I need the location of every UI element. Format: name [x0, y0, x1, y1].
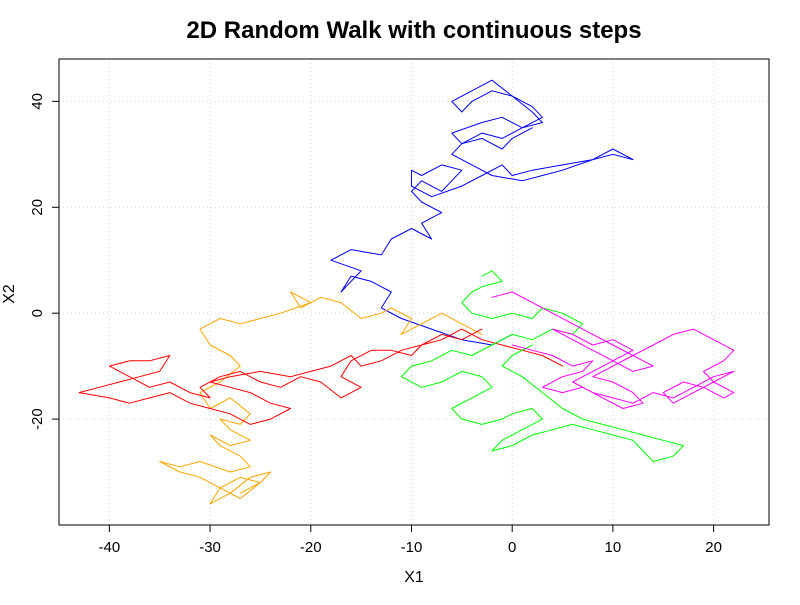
x-tick-label: -30: [199, 539, 221, 556]
x-tick-label: 20: [705, 539, 722, 556]
walk-series-line: [78, 328, 563, 425]
series-layer: [78, 79, 735, 505]
x-tick-label: -20: [300, 539, 322, 556]
x-axis-label: X1: [404, 569, 424, 586]
y-axis: -20 0 20 40: [29, 93, 59, 430]
chart-title: 2D Random Walk with continuous steps: [186, 17, 641, 44]
plot-border: [58, 58, 770, 526]
walk-series-line: [330, 79, 634, 346]
x-tick-label: -10: [401, 539, 423, 556]
x-axis: -40 -30 -20 -10 0 10 20: [99, 525, 722, 556]
walk-series-line: [491, 291, 735, 409]
walk-series-line: [159, 291, 483, 505]
y-axis-label: X2: [1, 284, 18, 304]
walk-series-line: [400, 270, 684, 462]
grid-layer: [59, 59, 769, 525]
y-tick-label: -20: [29, 408, 46, 430]
x-tick-label: 10: [605, 539, 622, 556]
y-tick-label: 20: [29, 199, 46, 216]
y-tick-label: 40: [29, 93, 46, 110]
x-tick-label: -40: [99, 539, 121, 556]
y-tick-label: 0: [29, 309, 46, 317]
x-tick-label: 0: [508, 539, 516, 556]
